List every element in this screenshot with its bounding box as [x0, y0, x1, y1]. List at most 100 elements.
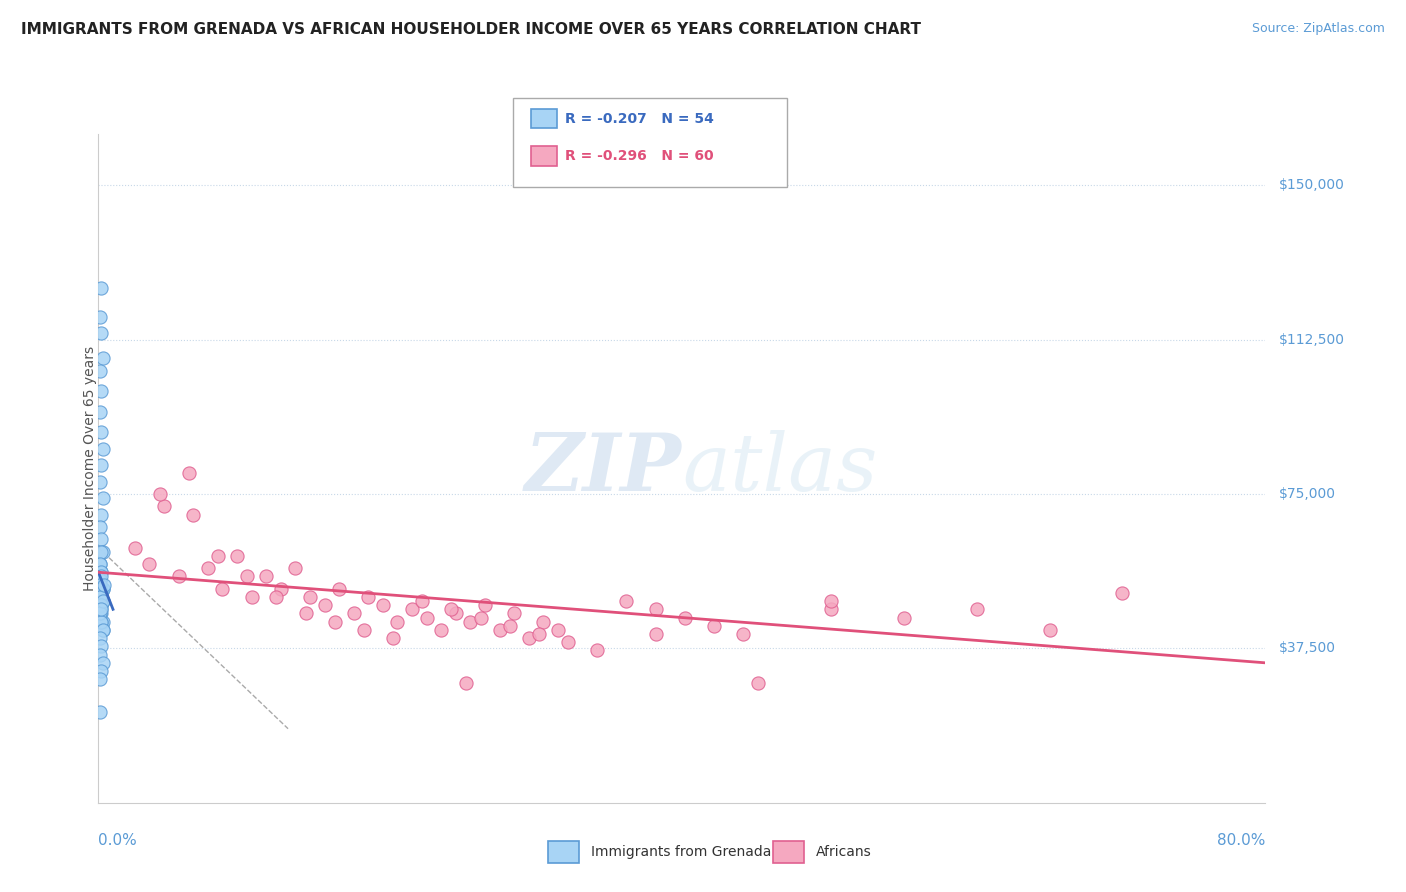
Point	[91, 351, 114, 366]
Text: R = -0.207   N = 54: R = -0.207 N = 54	[565, 112, 714, 126]
Point	[89, 705, 111, 719]
Point	[89, 590, 111, 604]
Point	[430, 623, 453, 637]
Point	[226, 549, 249, 563]
Point	[586, 643, 609, 657]
Point	[90, 458, 112, 473]
Point	[1038, 623, 1060, 637]
Point	[90, 566, 112, 580]
Point	[91, 615, 114, 629]
Point	[1111, 586, 1133, 600]
Point	[820, 602, 842, 616]
Point	[89, 405, 111, 419]
Point	[357, 590, 380, 604]
Point	[240, 590, 263, 604]
Point	[138, 557, 160, 571]
Point	[91, 544, 114, 558]
Point	[527, 627, 550, 641]
Point	[644, 602, 666, 616]
Point	[90, 602, 112, 616]
Point	[197, 561, 219, 575]
Point	[89, 310, 111, 324]
Point	[90, 607, 112, 621]
Point	[733, 627, 755, 641]
Point	[90, 664, 112, 678]
Text: ZIP: ZIP	[524, 430, 682, 507]
Text: $75,000: $75,000	[1279, 487, 1336, 501]
Point	[270, 582, 292, 596]
Point	[89, 598, 111, 612]
Point	[89, 582, 111, 596]
Point	[89, 673, 111, 687]
Point	[90, 615, 112, 629]
Text: $37,500: $37,500	[1279, 641, 1336, 656]
Point	[91, 582, 114, 596]
Point	[966, 602, 988, 616]
Point	[401, 602, 423, 616]
Point	[323, 615, 346, 629]
Point	[90, 384, 112, 398]
Point	[440, 602, 463, 616]
Point	[90, 615, 112, 629]
Point	[547, 623, 569, 637]
Point	[91, 582, 114, 596]
Point	[90, 598, 112, 612]
Point	[703, 619, 725, 633]
Point	[90, 281, 112, 295]
Point	[531, 615, 554, 629]
Point	[89, 648, 111, 662]
Point	[89, 520, 111, 534]
Point	[91, 491, 114, 505]
Point	[91, 594, 114, 608]
Point	[353, 623, 375, 637]
Point	[181, 508, 204, 522]
Point	[673, 610, 696, 624]
Point	[89, 363, 111, 377]
Point	[557, 635, 579, 649]
Point	[415, 610, 437, 624]
Point	[488, 623, 510, 637]
Point	[644, 627, 666, 641]
Point	[90, 425, 112, 440]
Text: 0.0%: 0.0%	[98, 833, 138, 848]
Point	[387, 615, 409, 629]
Point	[89, 574, 111, 588]
Text: IMMIGRANTS FROM GRENADA VS AFRICAN HOUSEHOLDER INCOME OVER 65 YEARS CORRELATION : IMMIGRANTS FROM GRENADA VS AFRICAN HOUSE…	[21, 22, 921, 37]
Point	[89, 557, 111, 571]
Point	[314, 598, 336, 612]
Point	[460, 615, 482, 629]
Text: Immigrants from Grenada: Immigrants from Grenada	[591, 845, 770, 859]
Point	[470, 610, 492, 624]
Point	[91, 656, 114, 670]
Point	[893, 610, 915, 624]
Point	[382, 631, 405, 645]
Point	[820, 594, 842, 608]
Point	[153, 500, 176, 514]
Point	[149, 487, 172, 501]
Point	[517, 631, 540, 645]
Text: Africans: Africans	[815, 845, 872, 859]
Point	[89, 607, 111, 621]
Point	[90, 586, 112, 600]
Point	[284, 561, 307, 575]
Point	[90, 544, 112, 558]
Point	[124, 541, 146, 555]
Text: $150,000: $150,000	[1279, 178, 1346, 193]
Point	[91, 623, 114, 637]
Point	[343, 607, 366, 621]
Text: Source: ZipAtlas.com: Source: ZipAtlas.com	[1251, 22, 1385, 36]
Point	[90, 640, 112, 654]
Point	[89, 574, 111, 588]
Point	[747, 676, 769, 690]
Point	[91, 594, 114, 608]
Point	[91, 623, 114, 637]
Point	[90, 508, 112, 522]
Point	[254, 569, 277, 583]
Point	[90, 326, 112, 341]
Point	[90, 598, 112, 612]
Point	[90, 602, 112, 616]
Point	[503, 607, 526, 621]
Point	[90, 590, 112, 604]
Text: R = -0.296   N = 60: R = -0.296 N = 60	[565, 149, 714, 163]
Point	[298, 590, 321, 604]
